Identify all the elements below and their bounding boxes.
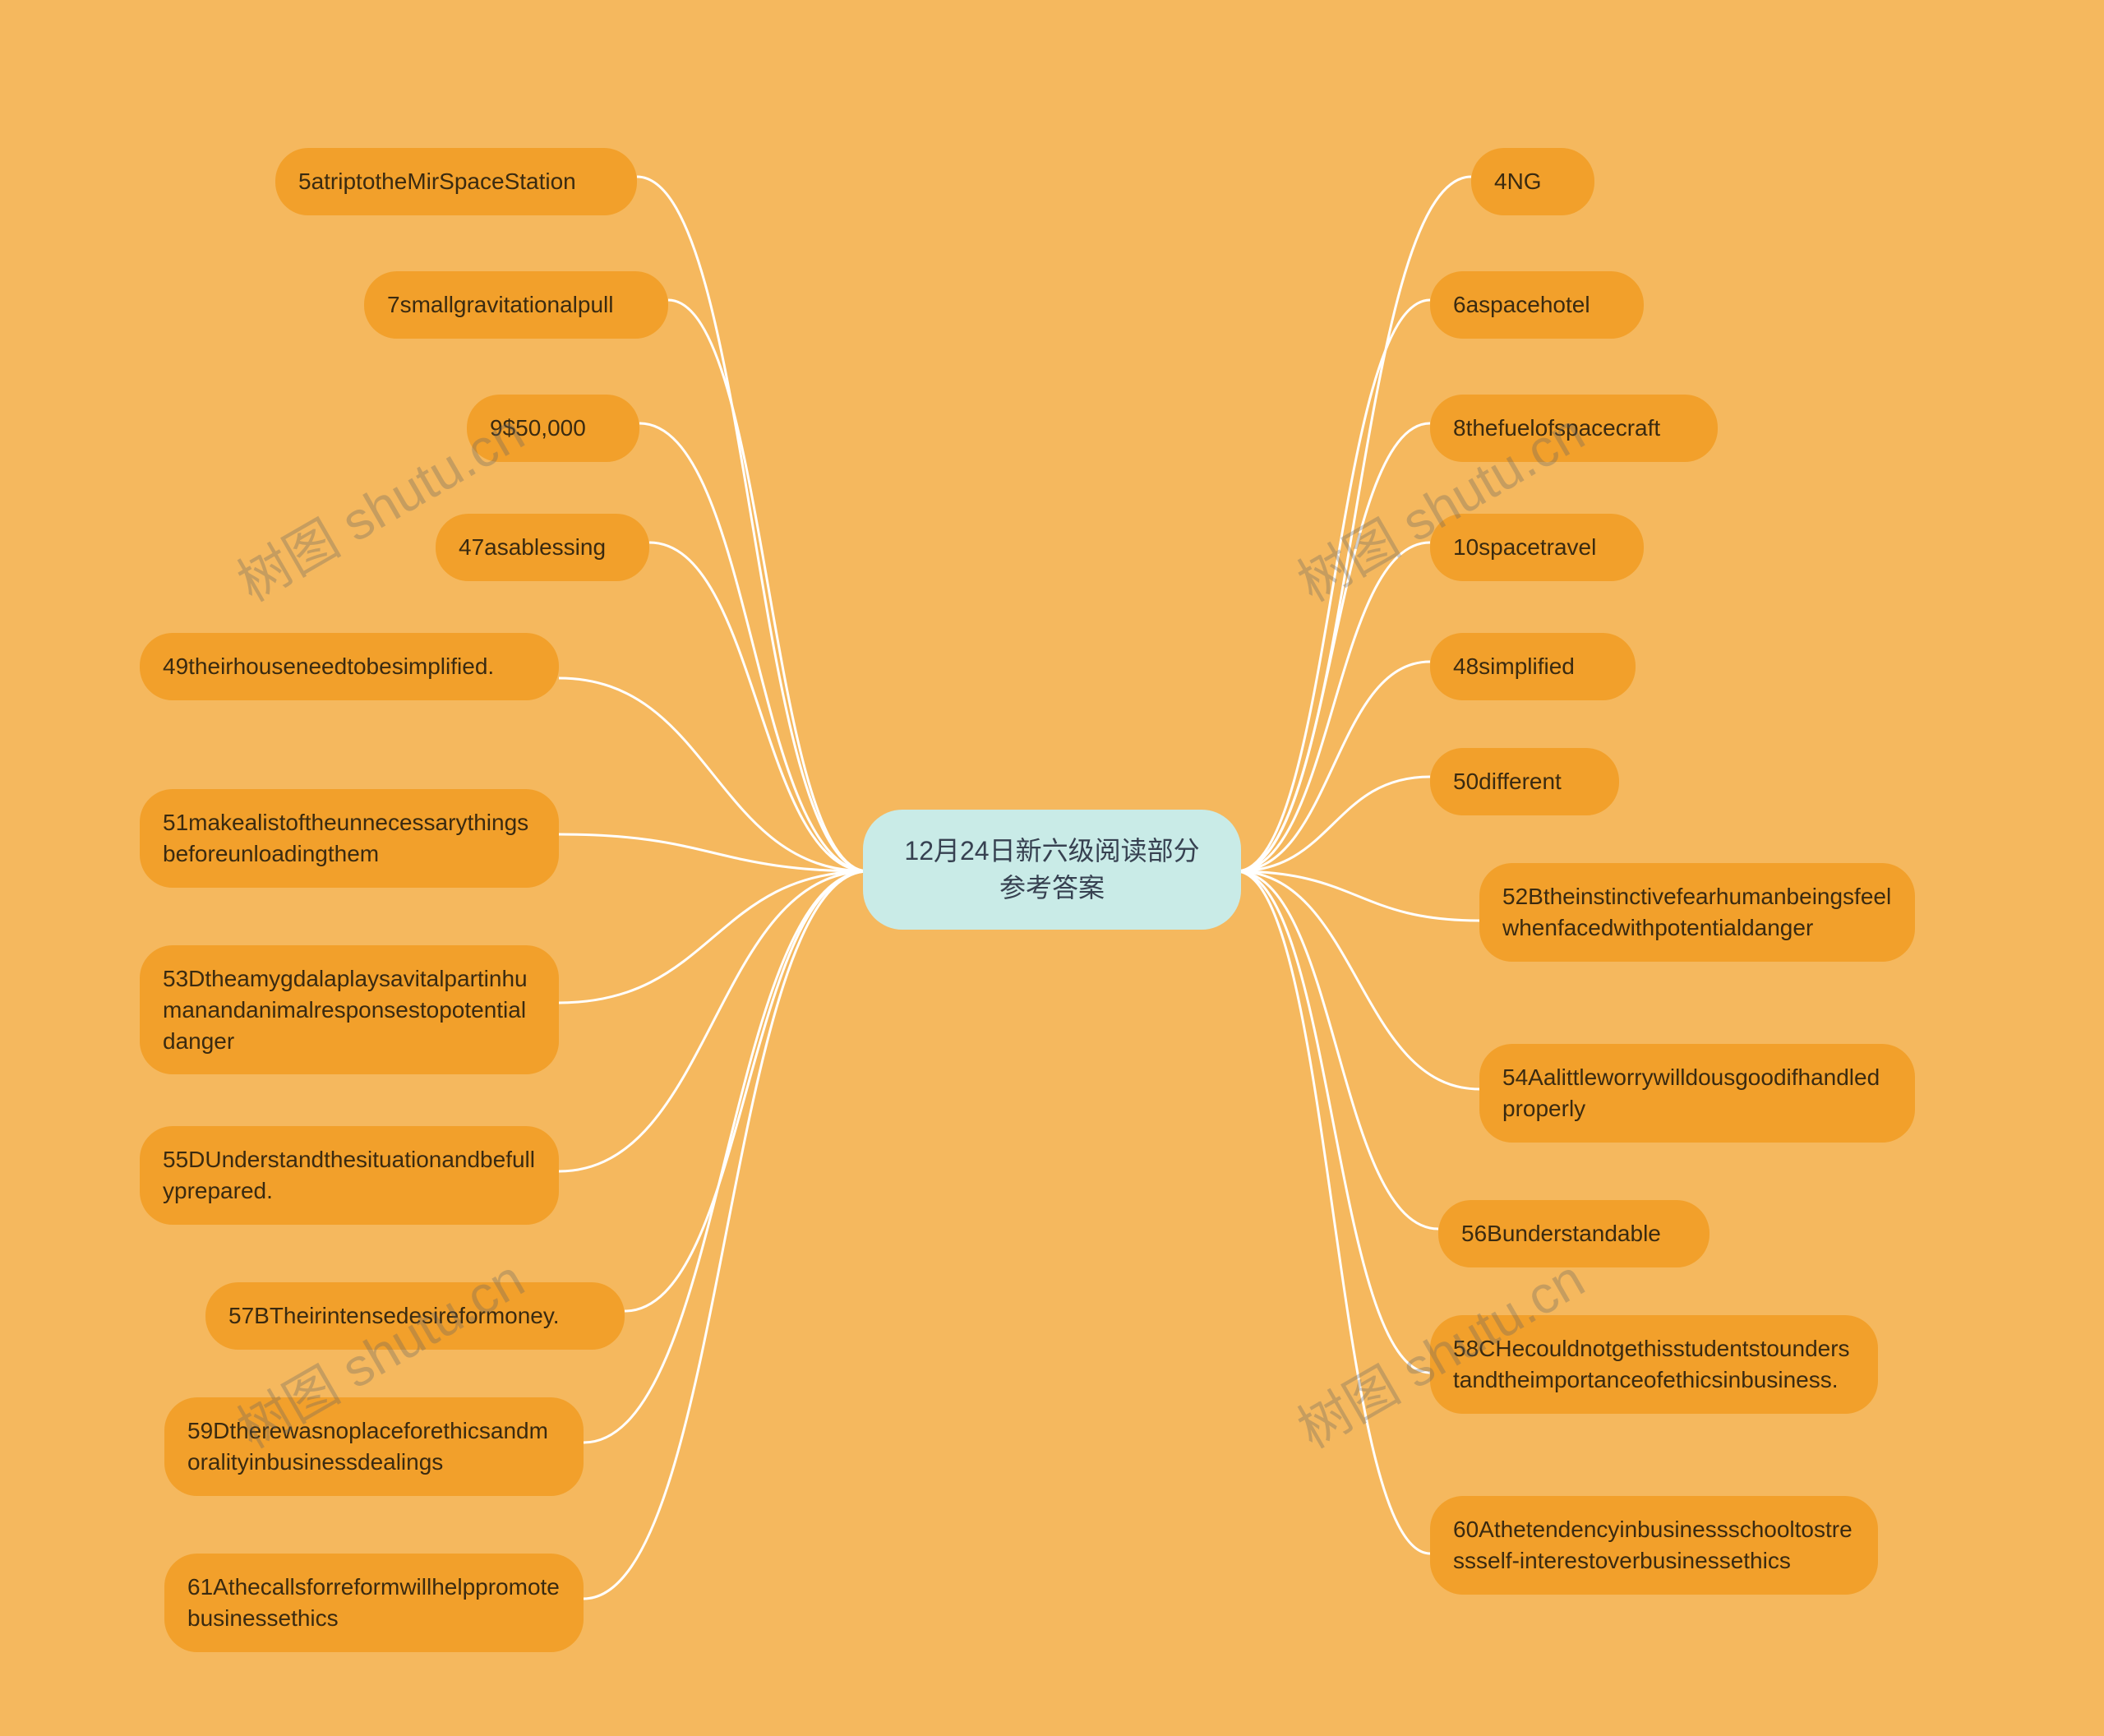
edge bbox=[559, 871, 868, 1003]
edge bbox=[559, 834, 868, 871]
branch-node[interactable]: 5atriptotheMirSpaceStation bbox=[275, 148, 637, 215]
edge bbox=[625, 871, 868, 1311]
branch-label: 56Bunderstandable bbox=[1461, 1221, 1661, 1246]
edge bbox=[668, 300, 868, 871]
branch-node[interactable]: 7smallgravitationalpull bbox=[364, 271, 668, 339]
branch-node[interactable]: 52Btheinstinctivefearhumanbeingsfeelwhen… bbox=[1479, 863, 1915, 962]
edge bbox=[584, 871, 868, 1599]
edge bbox=[1236, 871, 1430, 1554]
branch-label: 8thefuelofspacecraft bbox=[1453, 415, 1660, 441]
branch-label: 9$50,000 bbox=[490, 415, 586, 441]
branch-node[interactable]: 55DUnderstandthesituationandbefullyprepa… bbox=[140, 1126, 559, 1225]
branch-label: 55DUnderstandthesituationandbefullyprepa… bbox=[163, 1147, 535, 1203]
branch-node[interactable]: 53Dtheamygdalaplaysavitalpartinhumananda… bbox=[140, 945, 559, 1074]
edge bbox=[559, 678, 868, 871]
edge bbox=[1236, 423, 1430, 871]
branch-node[interactable]: 48simplified bbox=[1430, 633, 1636, 700]
branch-label: 54Aalittleworrywilldousgoodifhandledprop… bbox=[1502, 1064, 1880, 1121]
branch-label: 58CHecouldnotgethisstudentstounderstandt… bbox=[1453, 1336, 1850, 1392]
edge bbox=[639, 423, 868, 871]
branch-node[interactable]: 51makealistoftheunnecessarythingsbeforeu… bbox=[140, 789, 559, 888]
edge bbox=[584, 871, 868, 1443]
branch-node[interactable]: 61Athecallsforreformwillhelppromotebusin… bbox=[164, 1554, 584, 1652]
branch-label: 49theirhouseneedtobesimplified. bbox=[163, 653, 494, 679]
edge bbox=[1236, 542, 1430, 871]
branch-node[interactable]: 56Bunderstandable bbox=[1438, 1200, 1710, 1267]
branch-node[interactable]: 10spacetravel bbox=[1430, 514, 1644, 581]
branch-node[interactable]: 49theirhouseneedtobesimplified. bbox=[140, 633, 559, 700]
branch-label: 7smallgravitationalpull bbox=[387, 292, 613, 317]
branch-node[interactable]: 50different bbox=[1430, 748, 1619, 815]
branch-node[interactable]: 58CHecouldnotgethisstudentstounderstandt… bbox=[1430, 1315, 1878, 1414]
edge bbox=[649, 542, 868, 871]
edge bbox=[1236, 871, 1479, 921]
branch-label: 5atriptotheMirSpaceStation bbox=[298, 169, 576, 194]
edge bbox=[1236, 300, 1430, 871]
edge bbox=[1236, 871, 1438, 1229]
edge bbox=[1236, 871, 1430, 1373]
edge bbox=[1236, 871, 1479, 1089]
branch-node[interactable]: 9$50,000 bbox=[467, 395, 639, 462]
branch-node[interactable]: 4NG bbox=[1471, 148, 1594, 215]
branch-node[interactable]: 60Athetendencyinbusinessschooltostressse… bbox=[1430, 1496, 1878, 1595]
branch-label: 47asablessing bbox=[459, 534, 606, 560]
branch-label: 53Dtheamygdalaplaysavitalpartinhumananda… bbox=[163, 966, 528, 1054]
branch-node[interactable]: 8thefuelofspacecraft bbox=[1430, 395, 1718, 462]
edge bbox=[637, 177, 868, 871]
mindmap-canvas: 12月24日新六级阅读部分 参考答案 5atriptotheMirSpaceSta… bbox=[0, 0, 2104, 1736]
branch-node[interactable]: 57BTheirintensedesireformoney. bbox=[205, 1282, 625, 1350]
edge bbox=[1236, 662, 1430, 871]
branch-node[interactable]: 59Dtherewasnoplaceforethicsandmoralityin… bbox=[164, 1397, 584, 1496]
branch-label: 52Btheinstinctivefearhumanbeingsfeelwhen… bbox=[1502, 884, 1891, 940]
branch-label: 4NG bbox=[1494, 169, 1542, 194]
edge bbox=[1236, 777, 1430, 871]
branch-node[interactable]: 47asablessing bbox=[436, 514, 649, 581]
branch-label: 60Athetendencyinbusinessschooltostressse… bbox=[1453, 1517, 1853, 1573]
branch-label: 10spacetravel bbox=[1453, 534, 1596, 560]
branch-label: 59Dtherewasnoplaceforethicsandmoralityin… bbox=[187, 1418, 548, 1475]
branch-label: 50different bbox=[1453, 769, 1562, 794]
branch-label: 48simplified bbox=[1453, 653, 1575, 679]
branch-node[interactable]: 6aspacehotel bbox=[1430, 271, 1644, 339]
center-node[interactable]: 12月24日新六级阅读部分 参考答案 bbox=[863, 810, 1241, 930]
branch-label: 61Athecallsforreformwillhelppromotebusin… bbox=[187, 1574, 560, 1631]
branch-label: 6aspacehotel bbox=[1453, 292, 1590, 317]
branch-label: 51makealistoftheunnecessarythingsbeforeu… bbox=[163, 810, 528, 866]
branch-label: 57BTheirintensedesireformoney. bbox=[228, 1303, 560, 1328]
edge bbox=[559, 871, 868, 1171]
branch-node[interactable]: 54Aalittleworrywilldousgoodifhandledprop… bbox=[1479, 1044, 1915, 1143]
